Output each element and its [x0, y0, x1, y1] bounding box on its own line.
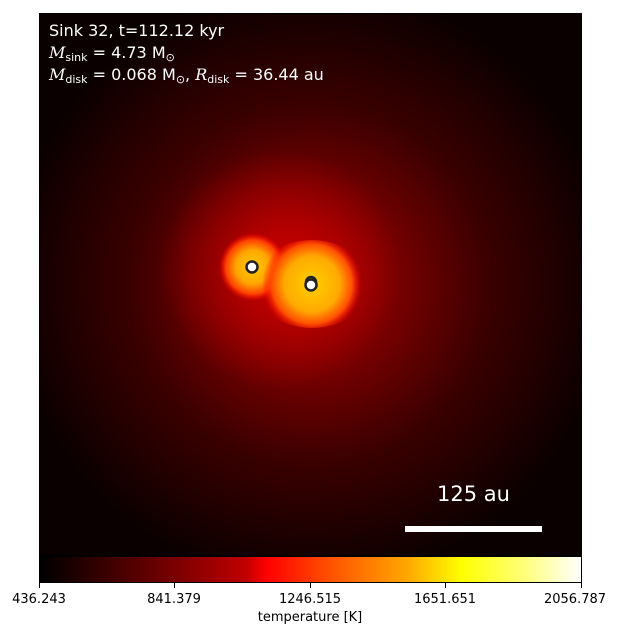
temperature-image — [40, 14, 581, 555]
r-disk-sub: disk — [207, 73, 230, 86]
colorbar-tick — [310, 583, 311, 588]
sink-mass: Msink = 4.73 M⊙ — [49, 43, 175, 68]
colorbar-tick — [39, 583, 40, 588]
disk-properties: Mdisk = 0.068 M⊙, Rdisk = 36.44 au — [49, 65, 324, 90]
sink-c — [304, 278, 318, 292]
scale-bar-label: 125 au — [437, 482, 510, 506]
colorbar-tick — [445, 583, 446, 588]
colorbar — [39, 556, 582, 583]
colorbar-tick-label: 841.379 — [147, 592, 201, 607]
m-disk-symbol: M — [49, 65, 66, 84]
m-disk-unit: ⊙ — [175, 73, 186, 86]
m-sink-value: = 4.73 M — [87, 43, 166, 62]
m-disk-value: = 0.068 M — [87, 65, 176, 84]
sink-a — [245, 260, 259, 274]
r-disk-value: = 36.44 au — [229, 65, 324, 84]
m-sink-sub: sink — [65, 51, 88, 64]
colorbar-tick — [174, 583, 175, 588]
sink-markers — [245, 260, 318, 292]
m-sink-unit: ⊙ — [165, 51, 175, 64]
colorbar-tick-label: 1246.515 — [278, 592, 342, 607]
temperature-map — [39, 13, 582, 556]
colorbar-tick-label: 2056.787 — [543, 592, 607, 607]
colorbar-tick-label: 436.243 — [12, 592, 66, 607]
colorbar-tick-label: 1651.651 — [413, 592, 477, 607]
colorbar-tick — [581, 583, 582, 588]
m-sink-symbol: M — [49, 43, 66, 62]
r-disk-prefix: , — [185, 65, 196, 84]
sink-title: Sink 32, t=112.12 kyr — [49, 21, 225, 40]
m-disk-sub: disk — [65, 73, 88, 86]
r-disk-symbol: R — [195, 65, 208, 84]
scale-bar — [405, 526, 542, 532]
colorbar-label: temperature [K] — [257, 610, 363, 625]
